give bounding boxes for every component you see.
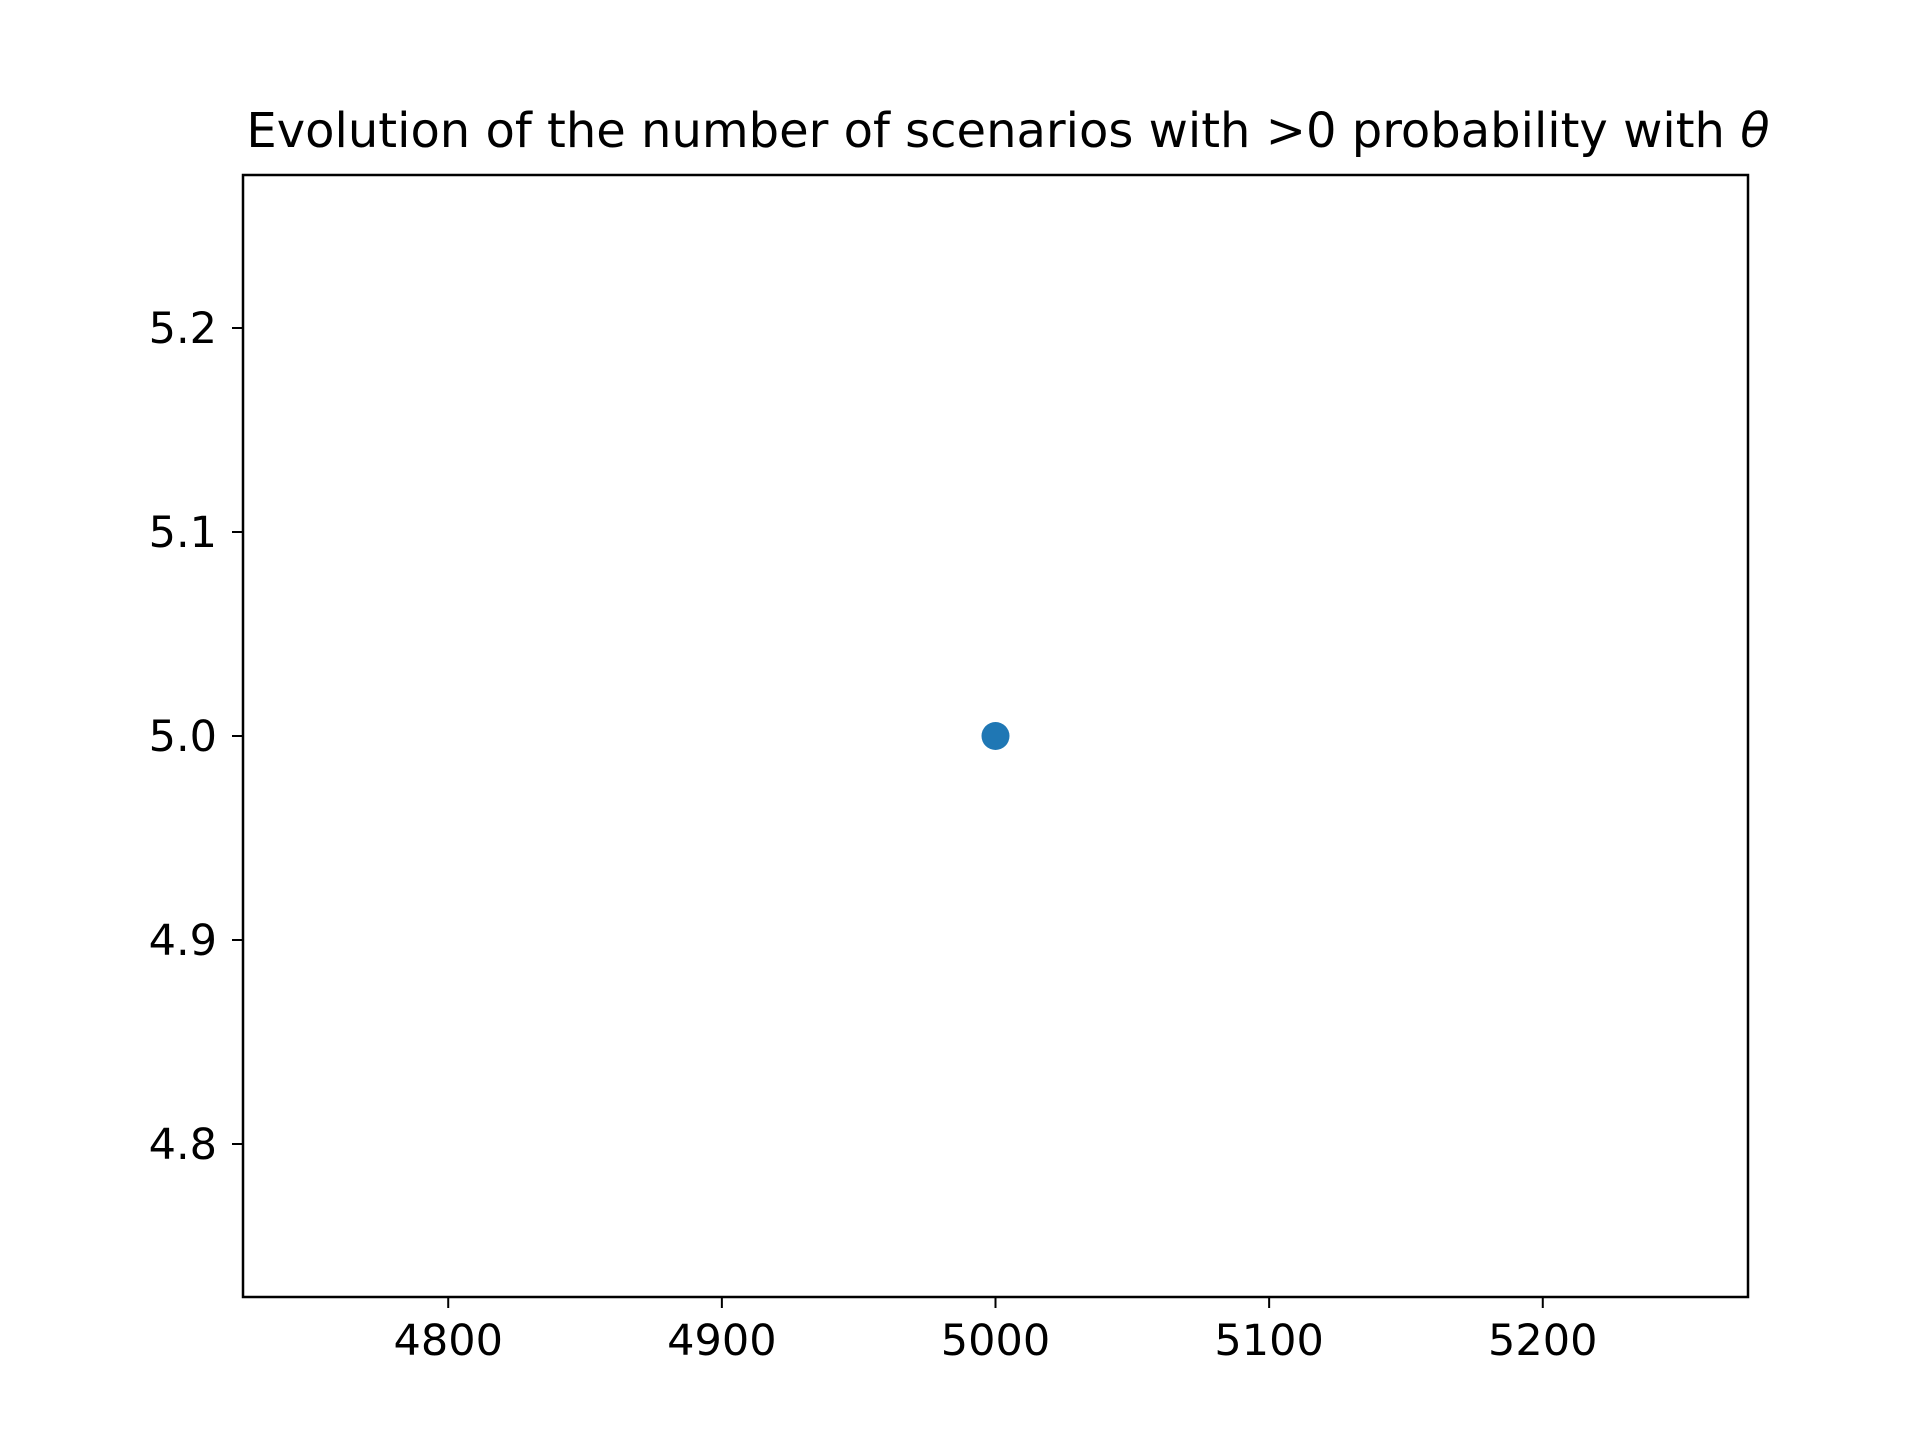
chart-title-theta: θ [1740, 103, 1769, 159]
y-tick-label: 4.8 [149, 1120, 217, 1170]
y-tick-label: 5.0 [149, 712, 217, 762]
y-tick-label: 5.1 [149, 508, 217, 558]
x-tick-label: 4800 [394, 1316, 503, 1366]
scatter-points [981, 722, 1010, 750]
data-point [981, 722, 1010, 750]
chart-title: Evolution of the number of scenarios wit… [246, 103, 1769, 159]
chart-title-text: Evolution of the number of scenarios wit… [246, 103, 1740, 159]
y-axis-ticks: 4.8 4.9 5.0 5.1 5.2 [149, 304, 243, 1170]
x-tick-label: 5100 [1214, 1316, 1323, 1366]
plot-area-frame [241, 173, 1750, 1299]
y-tick-label: 4.9 [149, 916, 217, 966]
y-tick-label: 5.2 [149, 304, 217, 354]
x-tick-label: 5000 [941, 1316, 1050, 1366]
x-axis-ticks: 4800 4900 5000 5100 5200 [394, 1297, 1597, 1366]
x-tick-label: 5200 [1488, 1316, 1597, 1366]
x-tick-label: 4900 [667, 1316, 776, 1366]
